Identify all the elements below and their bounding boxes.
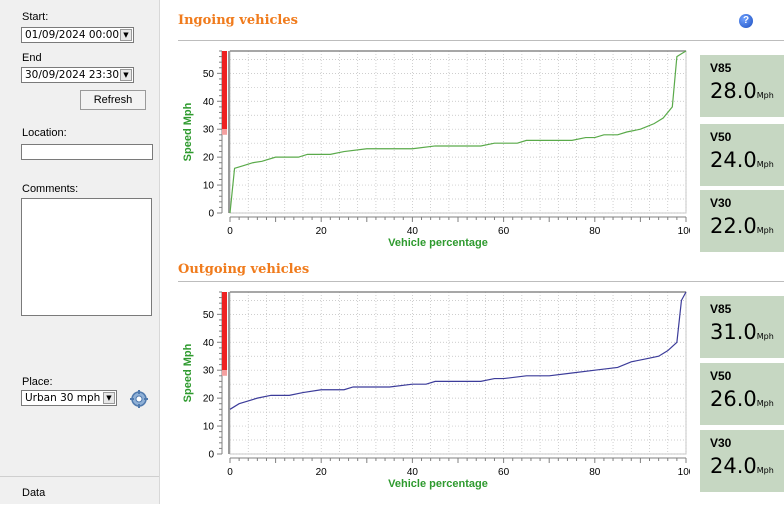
end-label: End: [22, 52, 42, 64]
place-label: Place:: [22, 376, 53, 388]
outgoing-divider: [178, 281, 784, 282]
stat-unit: Mph: [756, 399, 774, 408]
tab-data[interactable]: Data: [22, 487, 46, 499]
stat-value: 28.0: [710, 79, 757, 103]
ingoing-v30-box: V30 22.0Mph: [700, 190, 784, 252]
ingoing-v50-box: V50 24.0Mph: [700, 124, 784, 186]
y-tick-label: 0: [208, 450, 214, 461]
stat-value-wrap: 22.0Mph: [710, 214, 774, 238]
y-tick-label: 40: [203, 97, 215, 108]
comments-textarea[interactable]: [21, 198, 152, 316]
stat-value-wrap: 28.0Mph: [710, 79, 774, 103]
help-icon[interactable]: ?: [739, 14, 753, 28]
x-tick-label: 0: [227, 467, 233, 478]
stat-value: 24.0: [710, 148, 757, 172]
location-input[interactable]: [21, 144, 153, 160]
outgoing-speed-chart: 0 10 20 30 40 50 0 20 40 60 80 100 Vehicle percentag…: [182, 291, 690, 490]
stat-unit: Mph: [756, 332, 774, 341]
speed-band-over: [222, 292, 227, 371]
gear-icon: [130, 390, 148, 408]
chevron-down-icon[interactable]: ▼: [120, 29, 132, 41]
speed-band-over: [222, 51, 227, 130]
chevron-down-icon[interactable]: ▼: [120, 69, 132, 81]
stat-unit: Mph: [756, 91, 774, 100]
location-label: Location:: [22, 127, 67, 139]
outgoing-title: Outgoing vehicles: [178, 262, 310, 277]
outgoing-v85-box: V85 31.0Mph: [700, 296, 784, 358]
stat-label: V85: [710, 61, 732, 75]
x-tick-label: 0: [227, 226, 233, 237]
y-tick-label: 30: [203, 125, 215, 136]
ingoing-v85-box: V85 28.0Mph: [700, 55, 784, 117]
comments-label: Comments:: [22, 183, 79, 195]
stat-value: 31.0: [710, 320, 757, 344]
filter-sidebar: Start: 01/09/2024 00:00 ▼ End 30/09/2024…: [0, 0, 160, 504]
speed-band-stem: [228, 51, 230, 213]
y-tick-label: 20: [203, 153, 215, 164]
x-tick-label: 80: [589, 226, 601, 237]
start-date-combo[interactable]: 01/09/2024 00:00 ▼: [21, 27, 134, 43]
stat-label: V50: [710, 369, 732, 383]
x-axis-label: Vehicle percentage: [388, 478, 488, 490]
place-combo[interactable]: Urban 30 mph ▼: [21, 390, 117, 406]
place-value: Urban 30 mph: [25, 392, 101, 404]
x-tick-label: 20: [316, 467, 328, 478]
main-panel: ? Ingoing vehicles 0 10 20 30 40 50 0 20 40 60 80 1…: [160, 0, 784, 504]
x-tick-label: 60: [498, 226, 510, 237]
speed-band-limit: [222, 129, 227, 135]
y-tick-label: 20: [203, 394, 215, 405]
y-tick-label: 40: [203, 338, 215, 349]
start-label: Start:: [22, 11, 49, 23]
y-tick-label: 50: [203, 69, 215, 80]
series-line: [229, 291, 687, 410]
place-settings-button[interactable]: [129, 389, 149, 409]
x-tick-label: 60: [498, 467, 510, 478]
y-axis-label: Speed Mph: [182, 343, 194, 402]
x-tick-label: 100: [678, 467, 690, 478]
chevron-down-icon[interactable]: ▼: [103, 392, 115, 404]
stat-value-wrap: 31.0Mph: [710, 320, 774, 344]
bottom-tabstrip: Data: [0, 476, 159, 505]
stat-value-wrap: 24.0Mph: [710, 148, 774, 172]
stat-value-wrap: 24.0Mph: [710, 454, 774, 478]
stat-unit: Mph: [756, 466, 774, 475]
stat-unit: Mph: [756, 160, 774, 169]
x-tick-label: 80: [589, 467, 601, 478]
y-tick-label: 0: [208, 209, 214, 220]
end-date-value: 30/09/2024 23:30: [25, 69, 120, 81]
y-tick-label: 10: [203, 181, 215, 192]
x-axis-label: Vehicle percentage: [388, 237, 488, 249]
stat-value: 24.0: [710, 454, 757, 478]
stat-unit: Mph: [756, 226, 774, 235]
y-axis-label: Speed Mph: [182, 102, 194, 161]
stat-value: 22.0: [710, 214, 757, 238]
end-date-combo[interactable]: 30/09/2024 23:30 ▼: [21, 67, 134, 83]
start-date-value: 01/09/2024 00:00: [25, 29, 120, 41]
stat-label: V85: [710, 302, 732, 316]
x-tick-label: 40: [407, 467, 419, 478]
stat-value: 26.0: [710, 387, 757, 411]
speed-band-stem: [228, 292, 230, 454]
x-tick-label: 100: [678, 226, 690, 237]
stat-label: V50: [710, 130, 732, 144]
outgoing-v30-box: V30 24.0Mph: [700, 430, 784, 492]
speed-band-limit: [222, 370, 227, 376]
refresh-button[interactable]: Refresh: [80, 90, 146, 110]
x-tick-label: 20: [316, 226, 328, 237]
plot-area: [229, 291, 687, 455]
ingoing-divider: [178, 40, 784, 41]
y-tick-label: 30: [203, 366, 215, 377]
ingoing-speed-chart: 0 10 20 30 40 50 0 20 40 60 80 100 Vehicle percentag…: [182, 50, 690, 249]
x-tick-label: 40: [407, 226, 419, 237]
y-tick-label: 50: [203, 310, 215, 321]
y-tick-label: 10: [203, 422, 215, 433]
stat-label: V30: [710, 196, 732, 210]
stat-value-wrap: 26.0Mph: [710, 387, 774, 411]
outgoing-v50-box: V50 26.0Mph: [700, 363, 784, 425]
stat-label: V30: [710, 436, 732, 450]
series-line: [229, 50, 687, 214]
plot-area: [229, 50, 687, 214]
ingoing-title: Ingoing vehicles: [178, 13, 298, 28]
